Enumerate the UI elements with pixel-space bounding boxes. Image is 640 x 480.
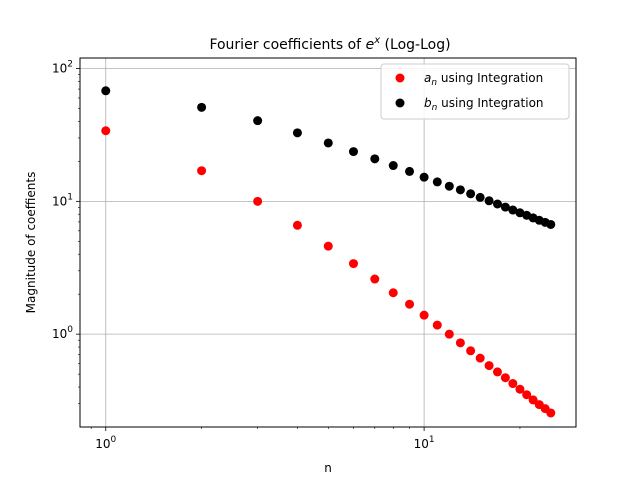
data-point (508, 379, 518, 389)
legend-marker (395, 98, 405, 108)
x-tick-label: 100 (95, 435, 116, 451)
legend-box (380, 63, 570, 120)
data-point (484, 361, 494, 371)
data-point (101, 86, 111, 96)
data-point (466, 346, 476, 356)
data-point (475, 353, 485, 363)
legend-label: bn using Integration (424, 96, 544, 113)
data-point (292, 128, 302, 138)
data-point (197, 166, 207, 176)
data-point (388, 161, 398, 171)
data-point (444, 329, 454, 339)
data-point (515, 384, 525, 394)
title-text: Fourier coefficients of (209, 37, 365, 53)
title-sup: x (373, 35, 380, 46)
data-point (292, 220, 302, 230)
data-point (419, 310, 429, 320)
data-point (444, 181, 454, 191)
y-axis-label: Magnitude of coeffients (24, 172, 38, 314)
data-point (455, 185, 465, 195)
data-point (348, 259, 358, 269)
legend-label: an using Integration (424, 71, 543, 88)
data-point (500, 202, 510, 212)
data-point (432, 177, 442, 187)
series-2 (101, 86, 556, 229)
data-point (484, 196, 494, 206)
data-point (370, 154, 380, 164)
data-point (492, 367, 502, 377)
data-point (197, 102, 207, 112)
x-tick-label: 101 (414, 435, 435, 451)
series-1 (101, 126, 556, 418)
data-point (323, 241, 333, 251)
data-point (388, 288, 398, 298)
data-point (508, 205, 518, 215)
y-tick-label: 100 (52, 325, 73, 341)
data-point (466, 189, 476, 199)
data-point (432, 320, 442, 330)
y-tick-label: 102 (52, 60, 73, 76)
chart-title: Fourier coefficients of ex (Log-Log) (209, 35, 450, 53)
data-point (546, 408, 556, 418)
data-point (546, 219, 556, 229)
x-axis-label: n (324, 461, 332, 475)
data-point (522, 390, 532, 400)
data-point (405, 166, 415, 176)
data-point (528, 395, 538, 405)
data-point (348, 147, 358, 157)
data-point (500, 373, 510, 383)
data-point (515, 208, 525, 218)
axis-ticks: 100 101 100 101 102 (52, 60, 521, 451)
data-point (405, 299, 415, 309)
data-point (455, 338, 465, 348)
legend-marker (395, 73, 405, 83)
data-point (101, 126, 111, 136)
data-point (323, 138, 333, 148)
data-point (370, 274, 380, 284)
legend: an using Integration bn using Integration (380, 63, 570, 120)
data-points (101, 86, 556, 418)
y-tick-label: 101 (52, 192, 73, 208)
data-point (253, 116, 263, 126)
data-point (492, 199, 502, 209)
data-point (419, 172, 429, 182)
data-point (253, 196, 263, 206)
data-point (475, 192, 485, 202)
title-base: e (366, 37, 375, 53)
title-suffix: (Log-Log) (380, 37, 450, 53)
